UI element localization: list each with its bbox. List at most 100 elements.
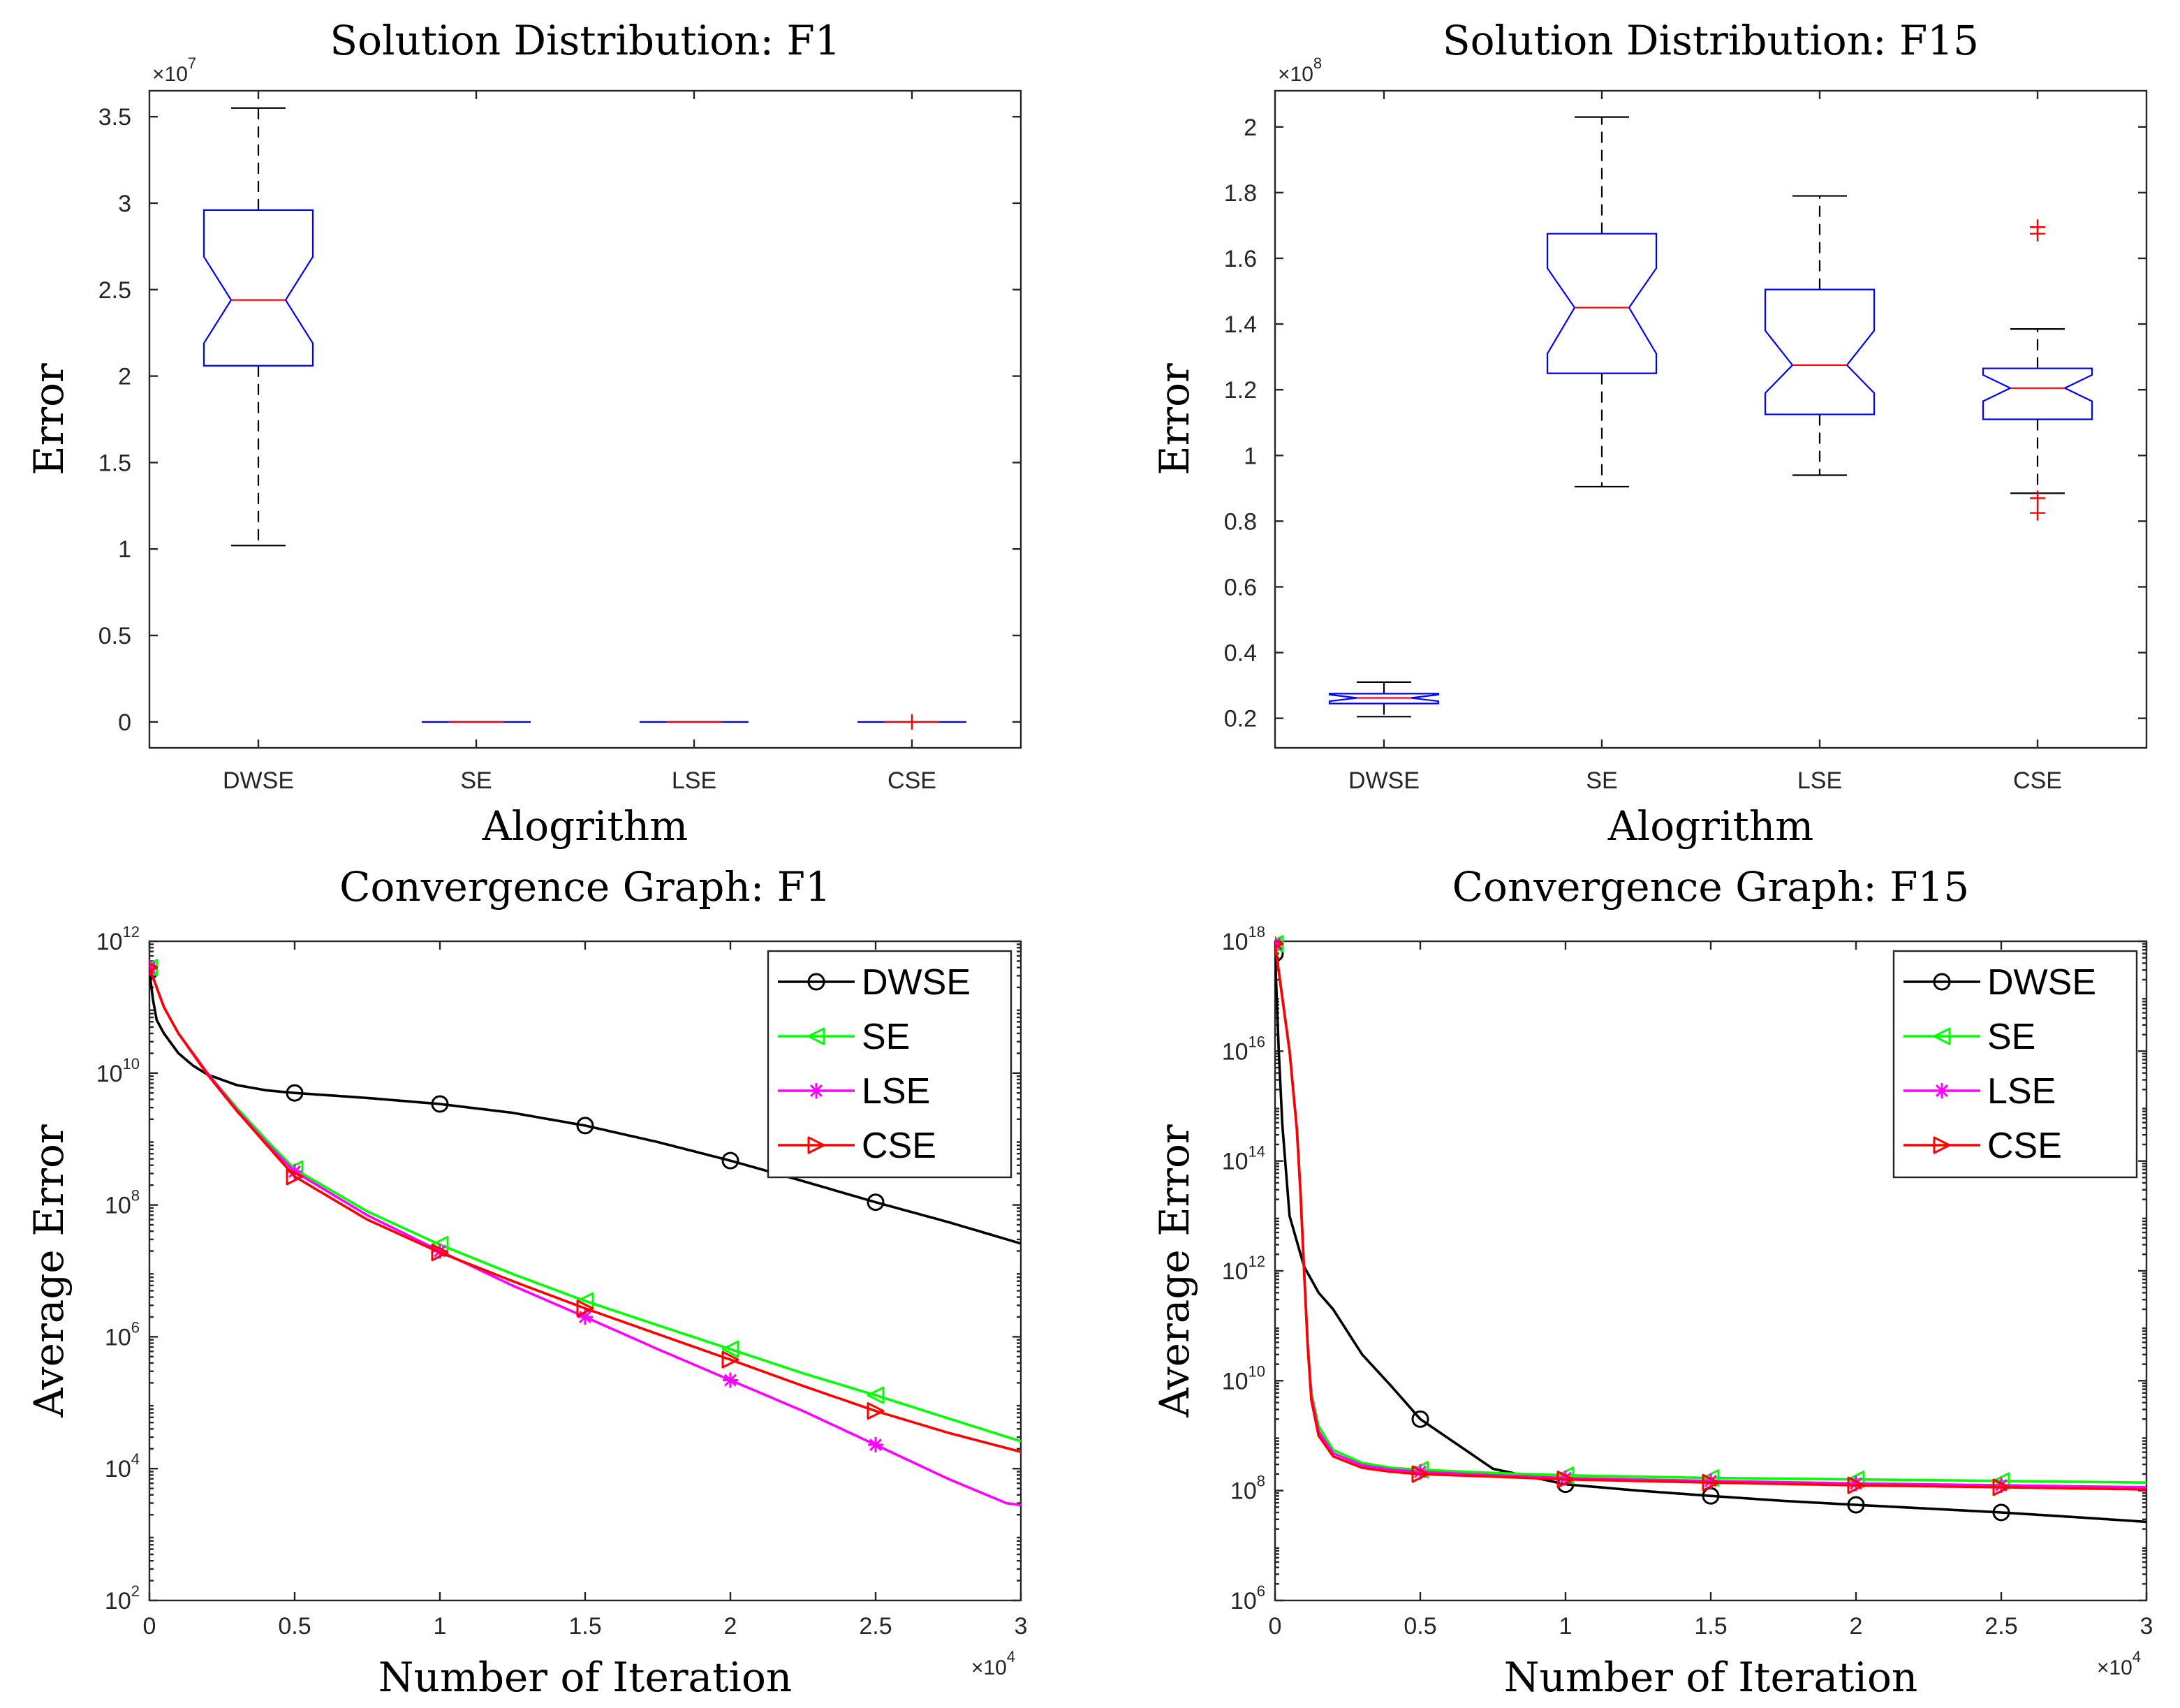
y-axis-label: Average Error bbox=[1151, 1124, 1198, 1418]
x-tick-label: SE bbox=[1586, 767, 1617, 794]
y-exponent-label: ×107 bbox=[152, 54, 196, 86]
legend-item-se: SE bbox=[778, 1017, 910, 1057]
y-tick-label: 104 bbox=[105, 1450, 140, 1482]
series-line bbox=[1275, 943, 2146, 1491]
y-tick-label-exp: 6 bbox=[1257, 1582, 1265, 1600]
y-tick-label: 1.8 bbox=[1224, 180, 1257, 207]
marker-asterisk bbox=[432, 1243, 448, 1259]
y-tick-label-exp: 18 bbox=[1249, 923, 1265, 941]
y-tick-label: 3 bbox=[118, 191, 131, 217]
x-tick-label: LSE bbox=[672, 767, 716, 794]
marker-triangle-right bbox=[721, 1350, 739, 1369]
x-tick-label: SE bbox=[460, 767, 492, 794]
marker-triangle-right bbox=[1556, 1471, 1575, 1489]
legend-label: SE bbox=[1987, 1017, 2035, 1057]
y-tick-label-exp: 2 bbox=[131, 1582, 140, 1600]
y-tick-label-base: 10 bbox=[105, 1456, 131, 1482]
x-axis-label: Number of Iteration bbox=[1504, 1654, 1918, 1701]
legend-item-se: SE bbox=[1903, 1017, 2035, 1057]
marker-asterisk bbox=[1994, 1478, 2009, 1494]
marker-circle bbox=[867, 1193, 885, 1212]
chart-title: Solution Distribution: F15 bbox=[1443, 17, 1979, 64]
box-cse bbox=[857, 714, 966, 730]
y-tick-label: 1018 bbox=[1222, 923, 1265, 955]
outlier-marker bbox=[2030, 505, 2045, 521]
boxplot-2: 0.2 0.4 0.6 0.8 1 1.2 1.4 1.6 1.8 2 DWSE SE LSE CSE ×1… bbox=[1151, 17, 2148, 850]
y-tick-label: 108 bbox=[1230, 1473, 1265, 1505]
marker-circle bbox=[807, 973, 825, 991]
marker-circle bbox=[431, 1095, 449, 1113]
x-exponent-label-base: ×10 bbox=[971, 1656, 1007, 1679]
marker-circle bbox=[286, 1084, 304, 1102]
marker-triangle-left bbox=[721, 1340, 739, 1358]
box-lse bbox=[1764, 195, 1876, 476]
legend-label: CSE bbox=[862, 1126, 936, 1166]
y-tick-label-base: 10 bbox=[1222, 1038, 1249, 1065]
y-axis-label: Average Error bbox=[25, 1124, 73, 1418]
y-tick-label: 2 bbox=[118, 364, 131, 390]
y-tick-label-base: 10 bbox=[1222, 1258, 1249, 1285]
x-exponent-label: ×104 bbox=[2097, 1648, 2141, 1679]
marker-asterisk bbox=[1703, 1473, 1718, 1489]
y-tick-label-exp: 6 bbox=[131, 1318, 140, 1336]
y-exponent-label-base: ×10 bbox=[152, 63, 188, 86]
box-se bbox=[1546, 116, 1658, 488]
box-body bbox=[1764, 288, 1876, 415]
marker-triangle-left bbox=[867, 1386, 885, 1404]
boxplot-1-axes-frame bbox=[148, 89, 1022, 749]
legend-item-dwse: DWSE bbox=[778, 962, 971, 1003]
x-tick-label: 1 bbox=[434, 1613, 447, 1640]
marker-asterisk bbox=[809, 1083, 824, 1098]
box-body bbox=[1328, 693, 1440, 705]
boxplot-1: 0 0.5 1 1.5 2 2.5 3 3.5 DWSE SE LSE CSE ×107 Solution… bbox=[25, 17, 1022, 850]
x-tick-label: 1.5 bbox=[1694, 1613, 1727, 1640]
marker-asterisk bbox=[577, 1309, 593, 1325]
x-tick-label: 3 bbox=[2140, 1613, 2153, 1640]
box-body bbox=[1982, 367, 2093, 420]
outlier-marker bbox=[904, 714, 920, 730]
marker-triangle-right bbox=[1933, 1136, 1951, 1154]
marker-triangle-right bbox=[1411, 1465, 1429, 1483]
y-tick-label: 1016 bbox=[1222, 1033, 1265, 1065]
y-tick-label: 1.2 bbox=[1224, 377, 1257, 404]
y-tick-label: 2 bbox=[1244, 115, 1257, 141]
y-tick-label: 0.6 bbox=[1224, 574, 1257, 601]
y-tick-label-exp: 14 bbox=[1249, 1143, 1265, 1161]
x-tick-label: 0.5 bbox=[278, 1613, 311, 1640]
y-tick-label: 1.5 bbox=[98, 450, 131, 476]
box-dwse bbox=[202, 107, 314, 547]
marker-asterisk bbox=[868, 1437, 883, 1453]
marker-triangle-right bbox=[867, 1402, 885, 1420]
x-axis-label: Number of Iteration bbox=[378, 1654, 793, 1701]
legend-label: DWSE bbox=[1987, 962, 2096, 1003]
x-tick-label: 2 bbox=[724, 1613, 737, 1640]
marker-circle bbox=[1933, 973, 1951, 991]
y-tick-label: 108 bbox=[105, 1187, 140, 1219]
legend-label: LSE bbox=[1987, 1071, 2056, 1112]
y-tick-label-exp: 8 bbox=[131, 1187, 140, 1205]
y-tick-label-base: 10 bbox=[1230, 1588, 1257, 1614]
y-tick-label: 1.6 bbox=[1224, 246, 1257, 272]
box-body bbox=[202, 209, 314, 367]
chart-title: Convergence Graph: F1 bbox=[339, 863, 831, 911]
legend-label: SE bbox=[862, 1017, 910, 1057]
chart-title: Solution Distribution: F1 bbox=[330, 17, 840, 64]
marker-circle bbox=[1411, 1410, 1429, 1428]
series-line bbox=[149, 966, 1021, 1453]
legend-label: CSE bbox=[1987, 1126, 2062, 1166]
y-tick-label-base: 10 bbox=[96, 1061, 123, 1087]
y-tick-label: 2.5 bbox=[98, 277, 131, 304]
chart-title: Convergence Graph: F15 bbox=[1452, 863, 1970, 911]
x-axis-label: Alogrithm bbox=[482, 802, 688, 850]
marker-circle bbox=[1992, 1503, 2010, 1522]
marker-triangle-right bbox=[576, 1300, 594, 1318]
marker-asterisk bbox=[1413, 1464, 1428, 1480]
outlier-marker bbox=[2030, 490, 2045, 506]
marker-triangle-right bbox=[807, 1136, 825, 1154]
y-tick-label: 0 bbox=[118, 709, 131, 736]
marker-triangle-left bbox=[1933, 1027, 1951, 1045]
x-tick-label: 2.5 bbox=[859, 1613, 892, 1640]
legend-item-lse: LSE bbox=[778, 1071, 930, 1112]
marker-asterisk bbox=[1848, 1475, 1864, 1492]
box-cse bbox=[1982, 219, 2093, 521]
